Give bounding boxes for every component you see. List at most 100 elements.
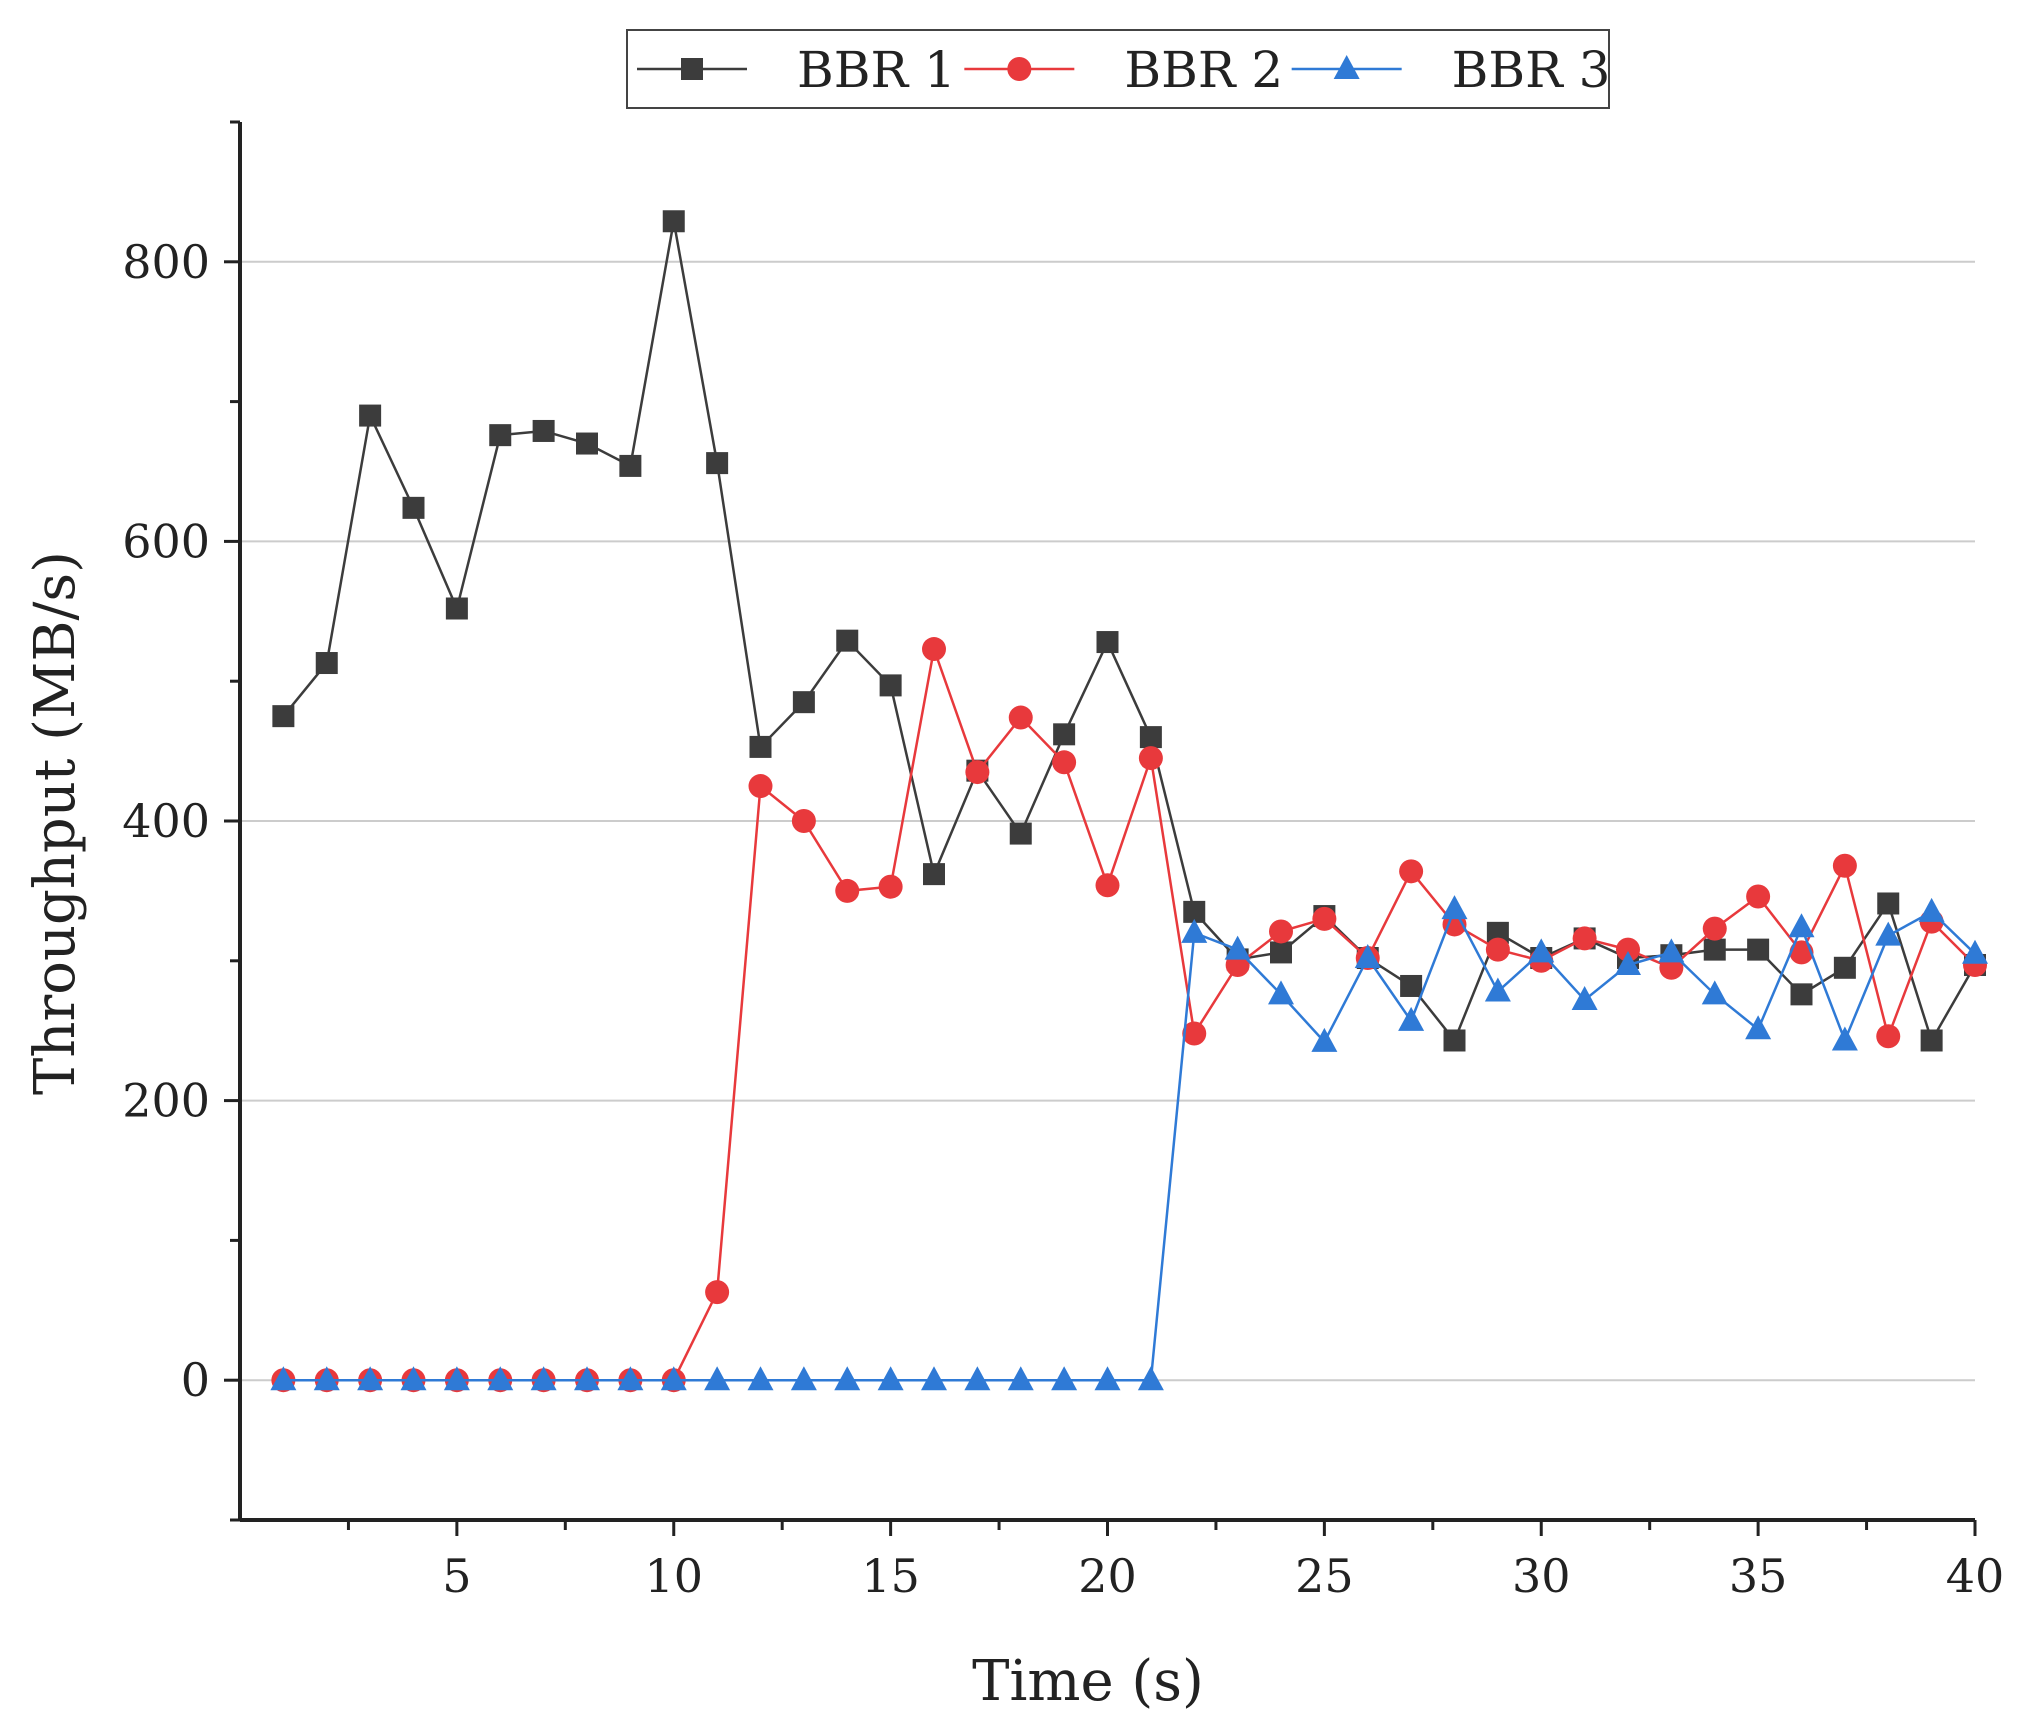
data-point bbox=[530, 1366, 557, 1391]
data-point bbox=[359, 404, 382, 427]
data-point bbox=[1658, 938, 1685, 963]
x-tick-label: 35 bbox=[1729, 1549, 1788, 1603]
y-tick-label: 200 bbox=[122, 1074, 210, 1128]
axes-layer: 0 200 400 600 800 5 10 15 20 25 30 35 40 bbox=[122, 120, 2004, 1603]
data-point bbox=[1832, 853, 1857, 878]
data-point bbox=[965, 760, 990, 785]
data-point bbox=[1181, 918, 1208, 943]
data-point bbox=[1270, 941, 1292, 964]
data-point bbox=[835, 878, 860, 903]
legend-label: BBR 2 bbox=[1124, 41, 1283, 99]
x-axis-title: Time (s) bbox=[972, 1649, 1204, 1714]
data-point bbox=[1528, 938, 1555, 963]
x-tick-label: 30 bbox=[1512, 1549, 1571, 1603]
x-tick-label: 20 bbox=[1078, 1549, 1137, 1603]
data-point bbox=[790, 1366, 817, 1391]
data-point bbox=[1484, 977, 1511, 1002]
data-point bbox=[1789, 940, 1814, 965]
data-point bbox=[1268, 980, 1294, 1005]
data-point bbox=[1096, 631, 1119, 654]
data-point bbox=[1788, 913, 1815, 938]
data-point bbox=[792, 691, 815, 714]
data-point bbox=[1747, 938, 1770, 961]
data-point bbox=[532, 419, 555, 442]
data-point bbox=[1701, 980, 1728, 1005]
data-point bbox=[1138, 746, 1163, 771]
series-bbr-1 bbox=[272, 210, 1986, 1052]
data-point bbox=[272, 705, 295, 728]
data-point bbox=[1312, 906, 1337, 931]
data-point bbox=[1311, 1027, 1338, 1052]
data-point bbox=[400, 1366, 427, 1391]
data-point bbox=[1094, 1366, 1121, 1391]
data-point bbox=[617, 1366, 644, 1391]
data-point bbox=[574, 1366, 600, 1391]
legend-box bbox=[626, 29, 1610, 109]
data-point bbox=[1571, 985, 1598, 1010]
data-point bbox=[1486, 921, 1509, 944]
y-tick-label: 800 bbox=[122, 235, 210, 289]
data-point bbox=[749, 735, 772, 758]
data-point bbox=[1616, 937, 1640, 962]
data-point bbox=[1009, 822, 1032, 845]
data-point bbox=[487, 1366, 514, 1391]
grid-layer bbox=[240, 260, 1975, 1382]
data-point bbox=[1703, 938, 1726, 961]
data-point bbox=[1485, 937, 1510, 962]
legend-entry: BBR 3 bbox=[1291, 41, 1611, 99]
data-point bbox=[357, 1366, 384, 1391]
data-point bbox=[1615, 950, 1641, 975]
data-point bbox=[1007, 1366, 1034, 1391]
data-point bbox=[1398, 1006, 1425, 1031]
data-point bbox=[1745, 1015, 1772, 1040]
data-point bbox=[1918, 897, 1945, 922]
legend-marker bbox=[681, 58, 703, 80]
y-tick-label: 600 bbox=[122, 514, 210, 568]
data-point bbox=[836, 629, 859, 652]
legend-entry: BBR 2 bbox=[964, 41, 1283, 99]
data-point bbox=[1051, 1366, 1078, 1391]
data-point bbox=[1008, 705, 1033, 730]
data-point bbox=[1182, 1021, 1207, 1046]
data-point bbox=[315, 652, 338, 675]
data-point bbox=[747, 1366, 774, 1391]
data-point bbox=[923, 863, 945, 886]
data-point bbox=[402, 496, 425, 519]
data-point bbox=[1877, 892, 1900, 915]
data-point bbox=[1833, 956, 1856, 979]
series-bbr-3 bbox=[270, 895, 1988, 1391]
data-point bbox=[1224, 935, 1251, 960]
y-tick-label: 400 bbox=[122, 794, 210, 848]
data-point bbox=[964, 1366, 991, 1391]
x-tick-label: 5 bbox=[442, 1549, 471, 1603]
data-point bbox=[704, 1366, 731, 1391]
data-point bbox=[834, 1366, 861, 1391]
series-line bbox=[282, 221, 1977, 1044]
data-point bbox=[1702, 916, 1727, 941]
data-point bbox=[1790, 983, 1813, 1006]
data-point bbox=[445, 597, 468, 620]
data-point bbox=[1746, 884, 1771, 909]
legend-entry: BBR 1 bbox=[637, 41, 956, 99]
data-point bbox=[1399, 859, 1424, 884]
data-point bbox=[1443, 1029, 1466, 1052]
data-point bbox=[1962, 939, 1988, 964]
data-point bbox=[879, 674, 902, 697]
legend-marker bbox=[1333, 55, 1360, 79]
series-bbr-2 bbox=[271, 637, 1987, 1393]
data-point bbox=[878, 874, 903, 899]
y-axis-title: Throughput (MB/s) bbox=[23, 551, 88, 1095]
data-point bbox=[1137, 1366, 1164, 1391]
data-point bbox=[877, 1366, 904, 1391]
data-point bbox=[922, 637, 946, 662]
data-point bbox=[1183, 900, 1206, 923]
data-point bbox=[1441, 895, 1468, 920]
data-point bbox=[443, 1366, 470, 1391]
data-point bbox=[706, 452, 729, 475]
legend: BBR 1 BBR 2 BBR 3 bbox=[626, 29, 1611, 109]
data-point bbox=[1920, 1029, 1943, 1052]
data-point bbox=[1400, 974, 1423, 997]
data-point bbox=[270, 1366, 297, 1391]
data-point bbox=[1572, 926, 1597, 951]
